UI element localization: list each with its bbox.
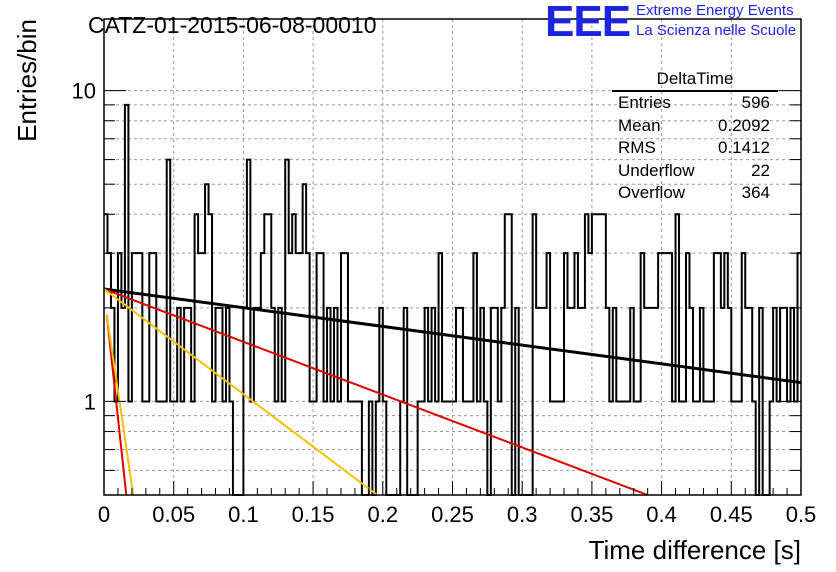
- stats-row-mean: Mean 0.2092: [612, 115, 778, 138]
- stats-row-entries: Entries 596: [612, 92, 778, 115]
- stats-row-overflow: Overflow 364: [612, 182, 778, 205]
- logo-subtitle-line1: Extreme Energy Events: [636, 2, 794, 19]
- x-tick-label: 0.05: [152, 502, 195, 527]
- stats-label: Entries: [618, 93, 671, 112]
- stats-label: Overflow: [618, 183, 686, 202]
- logo-subtitle-line2: La Scienza nelle Scuole: [636, 22, 797, 39]
- y-tick-label: 1: [84, 389, 96, 414]
- x-axis-label: Time difference [s]: [589, 535, 801, 565]
- fit-curve: [103, 287, 802, 385]
- stats-box: DeltaTime Entries 596 Mean 0.2092 RMS 0.…: [612, 68, 778, 205]
- fit-curve: [103, 288, 649, 496]
- stats-value: 0.1412: [718, 138, 770, 157]
- eee-logo: EEE: [545, 0, 631, 46]
- y-axis-label: Entries/bin: [12, 19, 42, 142]
- stats-label: Underflow: [618, 160, 695, 180]
- stats-label: Mean: [618, 115, 661, 135]
- histogram-series: [104, 103, 801, 496]
- x-tick-label: 0.15: [292, 502, 335, 527]
- histogram-bins: [104, 103, 801, 496]
- stats-row-rms: RMS 0.1412: [612, 137, 778, 160]
- x-tick-label: 0.4: [646, 502, 677, 527]
- fit-curves: [103, 287, 802, 496]
- x-tick-label: 0.2: [368, 502, 399, 527]
- x-tick-label: 0.1: [228, 502, 259, 527]
- y-tick-label: 10: [72, 79, 96, 104]
- stats-value: 364: [741, 183, 770, 202]
- fit-curve: [105, 314, 128, 496]
- fit-curve: [105, 314, 135, 496]
- grid-lines: [104, 19, 801, 495]
- run-title: CATZ-01-2015-06-08-00010: [88, 12, 377, 38]
- stats-value: 0.2092: [718, 115, 770, 135]
- stats-title: DeltaTime: [612, 68, 778, 92]
- axis-ticks: 0 0.05 0.1 0.15 0.2 0.25 0.3 0.35 0.4 0.45 0.5 1 10: [72, 79, 817, 527]
- x-tick-label: 0.35: [570, 502, 613, 527]
- stats-row-underflow: Underflow 22: [612, 160, 778, 183]
- stats-value: 596: [741, 93, 770, 112]
- stats-label: RMS: [618, 138, 656, 157]
- stats-value: 22: [751, 160, 770, 180]
- x-tick-label: 0.25: [431, 502, 474, 527]
- x-tick-label: 0.45: [710, 502, 753, 527]
- x-tick-label: 0.3: [507, 502, 538, 527]
- x-tick-label: 0: [98, 502, 110, 527]
- fit-curve: [103, 288, 378, 496]
- x-tick-label: 0.5: [786, 502, 817, 527]
